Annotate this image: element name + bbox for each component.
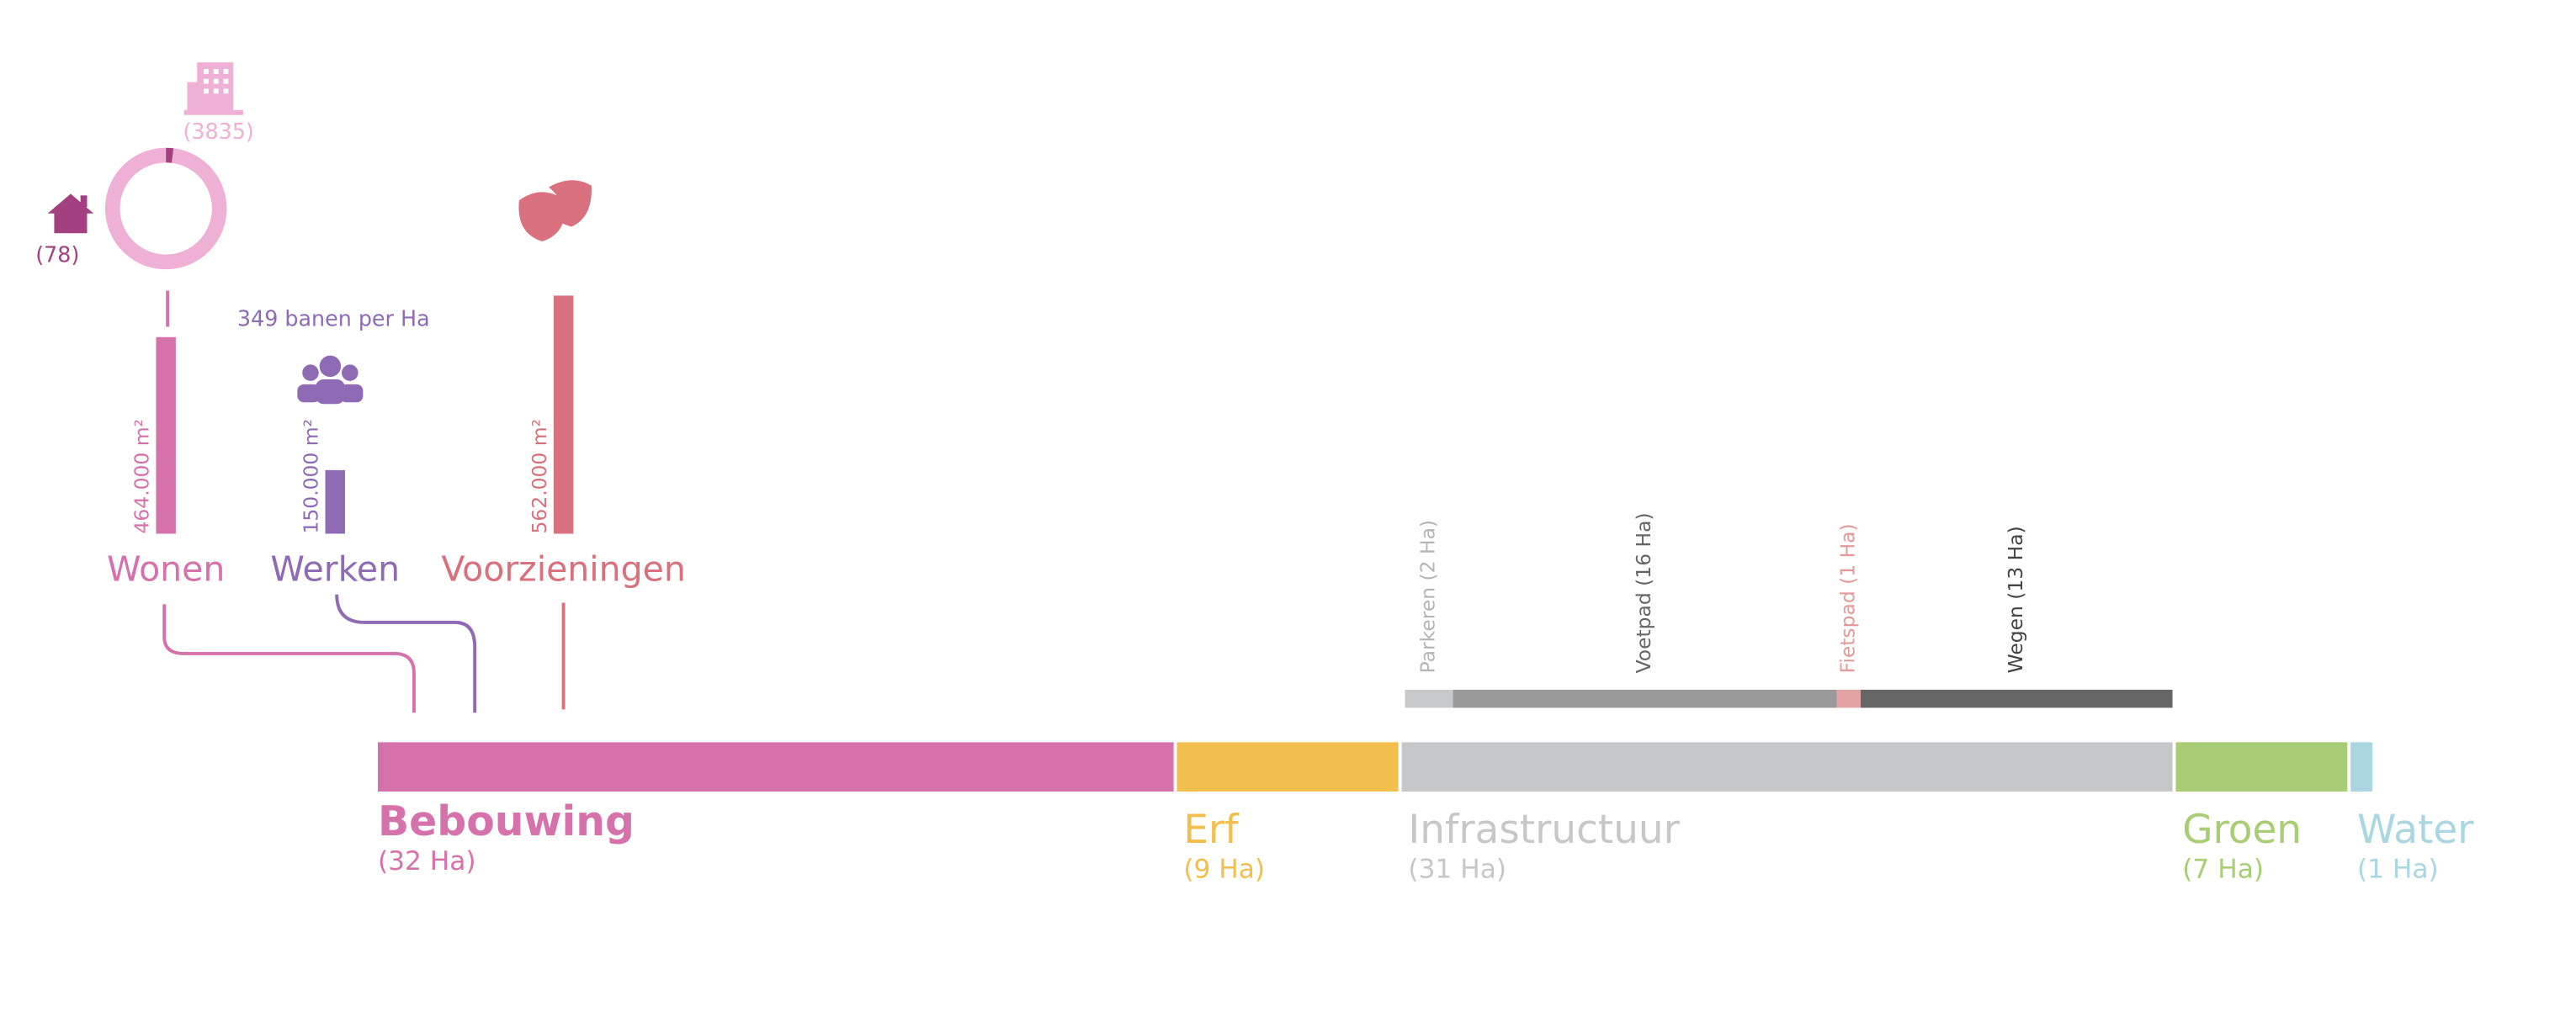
land-use-name: Infrastructuur [1408, 808, 1680, 853]
infrastructure-label: Fietspad (1 Ha) [1835, 523, 1859, 673]
connector [162, 604, 416, 713]
building-icon [183, 62, 243, 115]
land-use-name: Bebouwing [378, 797, 635, 845]
connector [335, 594, 477, 713]
land-use-segment [2175, 742, 2348, 792]
land-use-name: Erf [1183, 808, 1240, 853]
land-use-area: (9 Ha) [1183, 855, 1265, 885]
function-name: Wonen [107, 548, 225, 589]
land-use-segment [1401, 742, 2173, 792]
infrastructure-segment [1861, 689, 2173, 708]
function-bar [325, 469, 345, 534]
infrastructure-segment [1405, 689, 1453, 708]
land-use-segment [1176, 742, 1399, 792]
land-use-segment [2350, 742, 2372, 792]
land-use-area: (31 Ha) [1408, 855, 1506, 885]
function-value: 562.000 m² [528, 419, 551, 533]
infrastructure-label: Parkeren (2 Ha) [1415, 520, 1439, 673]
homes-label: (78) [35, 242, 79, 267]
infrastructure-segment [1453, 689, 1837, 708]
jobs-density: 349 banen per Ha [237, 306, 430, 331]
function-value: 150.000 m² [299, 419, 322, 533]
people-icon [297, 355, 364, 405]
masks-icon [518, 180, 592, 241]
house-icon [47, 193, 94, 234]
land-use-area: (32 Ha) [378, 846, 476, 877]
function-value: 464.000 m² [130, 419, 153, 533]
function-bar [553, 295, 574, 534]
infrastructure-label: Voetpad (16 Ha) [1632, 512, 1655, 673]
function-name: Werken [270, 548, 400, 589]
infrastructure-segment [1836, 689, 1862, 708]
land-use-area: (1 Ha) [2357, 855, 2439, 885]
function-name: Voorzieningen [441, 548, 686, 589]
land-use-segment [377, 742, 1174, 792]
buildings-label: (3835) [183, 119, 253, 144]
land-use-name: Water [2357, 808, 2474, 853]
donut-buildings [104, 147, 227, 270]
infrastructure-label: Wegen (13 Ha) [2004, 526, 2027, 673]
function-bar [156, 336, 176, 534]
land-use-area: (7 Ha) [2182, 855, 2264, 885]
land-use-name: Groen [2182, 808, 2302, 853]
